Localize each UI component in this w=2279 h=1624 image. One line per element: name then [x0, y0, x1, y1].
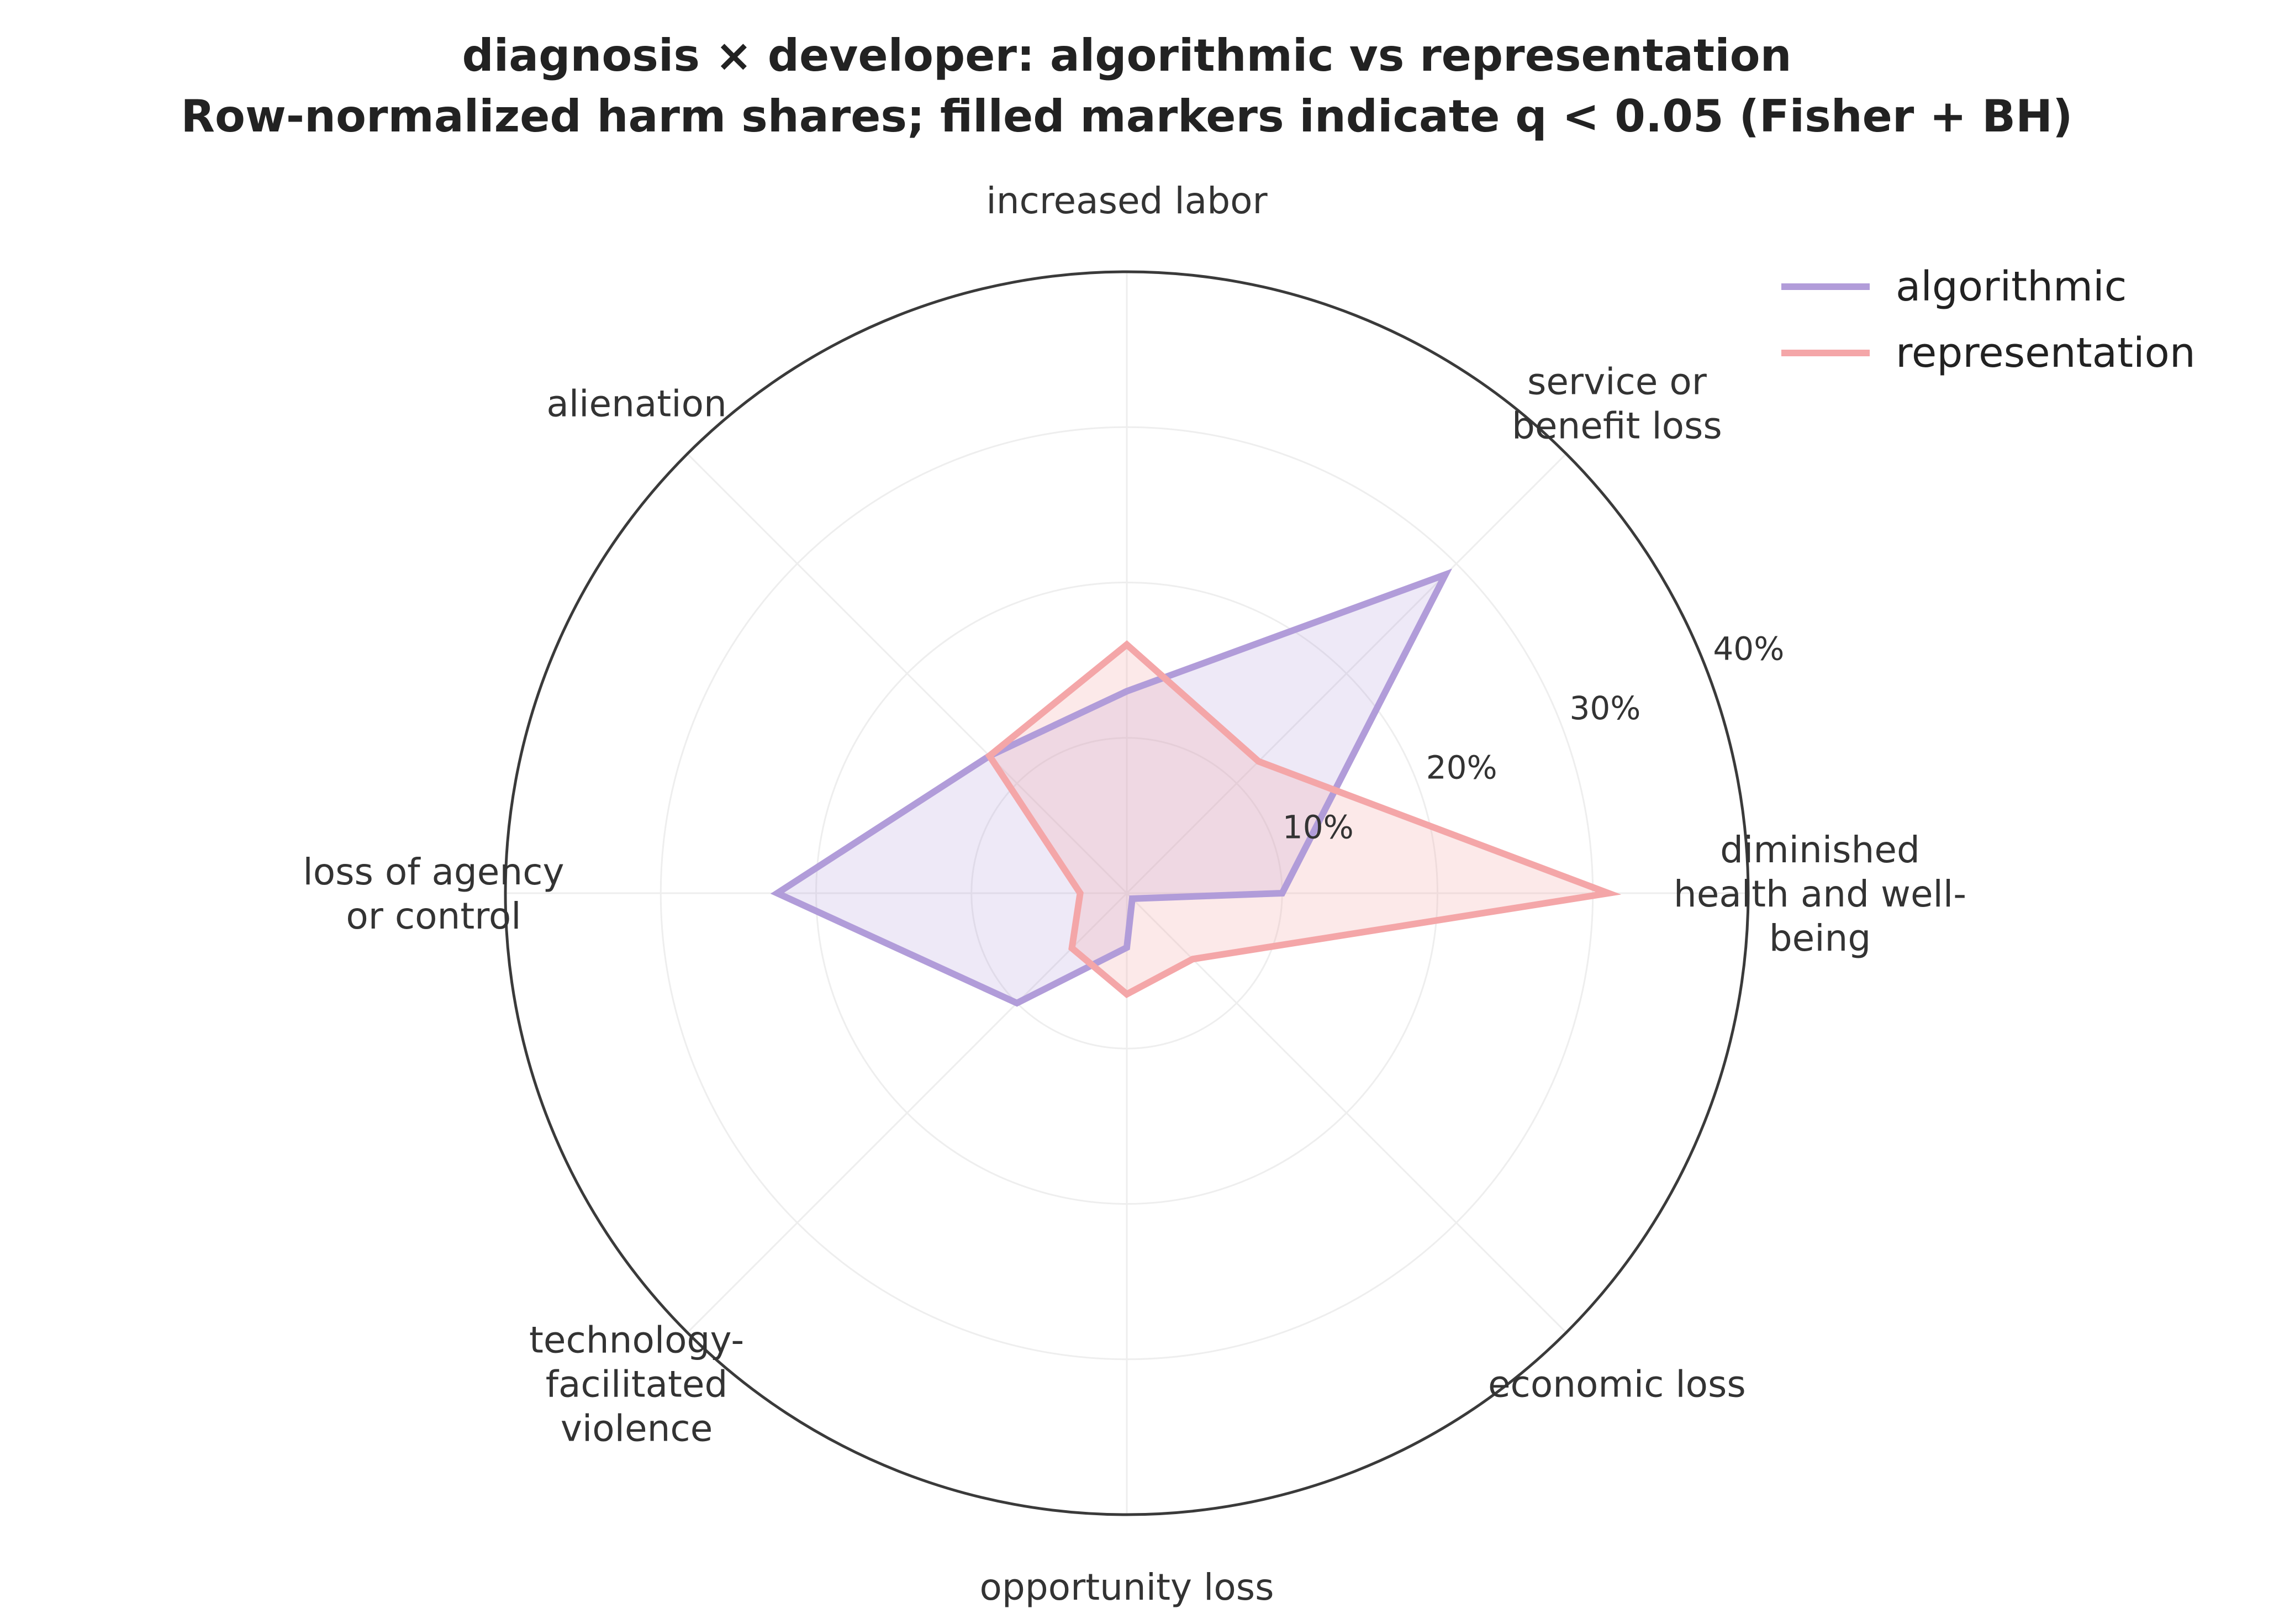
legend: algorithmic representation [1781, 263, 2196, 377]
series-area-algorithmic [777, 574, 1446, 1003]
category-label-1-line-1: benefit loss [1512, 405, 1722, 447]
series-layer [770, 568, 1622, 1007]
category-label-2: increased labor [986, 180, 1268, 222]
category-label-6-line-0: opportunity loss [980, 1566, 1274, 1609]
r-tick-label-3: 40% [1713, 630, 1784, 668]
category-label-0-line-1: health and well- [1674, 873, 1966, 915]
category-label-4-line-0: loss of agency [303, 851, 564, 893]
series-line-algorithmic [770, 568, 1453, 1007]
category-label-2-line-0: increased labor [986, 180, 1268, 222]
category-label-5-line-1: facilitated [546, 1363, 728, 1405]
grid-spoke-1 [1126, 453, 1567, 894]
category-label-6: opportunity loss [980, 1566, 1274, 1609]
category-label-3-line-0: alienation [546, 383, 726, 425]
r-tick-label-1: 20% [1426, 749, 1497, 787]
radial-tick-labels: 10% 20% 30% 40% [1283, 630, 1785, 846]
category-label-7: economic loss [1488, 1363, 1746, 1405]
grid-spoke-5 [687, 892, 1128, 1333]
polar-grid [504, 270, 1750, 1516]
chart-title-line-1: diagnosis × developer: algorithmic vs re… [462, 30, 1791, 81]
category-label-4-line-1: or control [346, 895, 521, 937]
series-line-representation [985, 640, 1622, 998]
outer-ring [504, 270, 1750, 1516]
grid-spoke-3 [687, 453, 1128, 894]
legend-label-representation: representation [1896, 329, 2196, 377]
category-label-5-line-2: violence [561, 1407, 713, 1449]
category-label-5-line-0: technology- [529, 1319, 744, 1361]
category-label-7-line-0: economic loss [1488, 1363, 1746, 1405]
category-label-0-line-2: being [1769, 917, 1871, 959]
series-area-representation [989, 645, 1608, 994]
grid-spoke-7 [1126, 892, 1567, 1333]
legend-label-algorithmic: algorithmic [1896, 263, 2127, 310]
r-tick-label-2: 30% [1570, 689, 1641, 727]
category-label-3: alienation [546, 383, 726, 425]
category-label-0-line-0: diminished [1720, 829, 1920, 871]
r-tick-label-0: 10% [1283, 808, 1354, 846]
category-label-1-line-0: service or [1527, 361, 1707, 403]
chart-title-line-2: Row-normalized harm shares; filled marke… [181, 91, 2072, 142]
